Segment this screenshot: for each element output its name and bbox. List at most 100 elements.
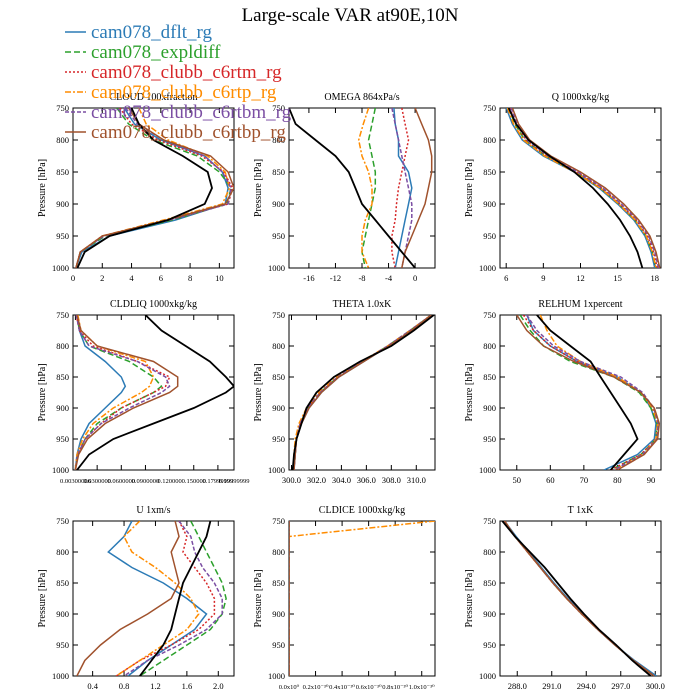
x-tick-label: 1.0x10⁻³⁰: [409, 684, 435, 691]
y-tick-label: 950: [56, 640, 69, 650]
y-tick-label: 850: [272, 372, 285, 382]
y-tick-label: 800: [56, 135, 69, 145]
legend-label: cam078_expldiff: [91, 42, 221, 63]
series-line-cam078_clubb_c6rtp_rg: [115, 521, 200, 676]
y-axis-label: Pressure [hPa]: [37, 363, 48, 421]
series-line-cam078_clubb_c6rtbp_rg: [75, 108, 234, 268]
x-tick-label: -12: [330, 273, 341, 283]
series-line-cam078_clubb_c6rtbm_rg: [74, 315, 171, 470]
series-line-cam078_expldiff: [361, 108, 377, 268]
y-tick-label: 1000: [52, 465, 69, 475]
y-tick-label: 1000: [268, 263, 285, 273]
x-tick-label: 0.00300006: [60, 478, 92, 485]
legend-item: cam078_expldiff: [65, 42, 221, 63]
legend-label: cam078_clubb_c6rtm_rg: [91, 62, 282, 83]
series-line-cam078_clubb_c6rtm_rg: [522, 315, 659, 470]
panel-title: CLOUD 100xfraction: [109, 92, 197, 103]
y-axis-label: Pressure [hPa]: [37, 569, 48, 627]
series-group: [505, 108, 661, 268]
x-tick-label: 70: [580, 475, 589, 485]
y-tick-label: 850: [56, 578, 69, 588]
y-tick-label: 800: [483, 135, 496, 145]
y-axis-label: Pressure [hPa]: [253, 363, 264, 421]
y-axis-label: Pressure [hPa]: [464, 363, 475, 421]
series-line-cam078_clubb_c6rtm_rg: [293, 315, 432, 470]
y-tick-label: 900: [56, 403, 69, 413]
panel-title: CLDLIQ 1000xkg/kg: [110, 299, 197, 310]
y-tick-label: 1000: [52, 263, 69, 273]
x-tick-label: 0.120000: [157, 478, 181, 485]
y-tick-label: 950: [56, 434, 69, 444]
panel-title: RELHUM 1xpercent: [538, 299, 622, 310]
y-tick-label: 750: [272, 103, 285, 113]
panel-title: U 1xm/s: [136, 505, 170, 516]
x-tick-label: 304.0: [332, 475, 351, 485]
series-line-cam078_expldiff: [508, 108, 657, 268]
panel-4: CLDLIQ 1000xkg/kg 750 800 850 900 950 1000 Pres…: [37, 299, 249, 485]
series-group: [291, 315, 435, 470]
series-line-cam078_dflt_rg: [293, 315, 432, 470]
x-tick-label: 6: [159, 273, 163, 283]
x-tick-label: 310.0: [407, 475, 426, 485]
x-tick-label: 0: [413, 273, 417, 283]
y-tick-label: 1000: [479, 671, 496, 681]
series-group: [289, 108, 433, 268]
series-line-cam078_clubb_c6rtbp_rg: [401, 108, 433, 268]
series-group: [289, 521, 435, 676]
series-line-obs: [501, 521, 652, 676]
series-group: [74, 315, 234, 470]
y-tick-label: 750: [56, 310, 69, 320]
y-tick-label: 1000: [479, 263, 496, 273]
series-line-cam078_clubb_c6rtbp_rg: [76, 521, 180, 676]
legend-item: cam078_clubb_c6rtp_rg: [65, 82, 277, 103]
series-line-cam078_clubb_c6rtbm_rg: [503, 521, 655, 676]
y-tick-label: 1000: [479, 465, 496, 475]
series-line-obs: [291, 315, 435, 470]
x-tick-label: 0.2x10⁻³⁰: [303, 684, 329, 691]
y-tick-label: 750: [56, 516, 69, 526]
series-group: [501, 521, 657, 676]
legend: cam078_dflt_rgcam078_expldiffcam078_club…: [65, 22, 292, 143]
plot-frame: [288, 520, 436, 677]
x-tick-label: 0.0900000: [132, 478, 160, 485]
x-tick-label: -16: [303, 273, 314, 283]
panel-8: CLDICE 1000xkg/kg 750 800 850 900 950 1000 Pres…: [253, 505, 436, 691]
panel-5: THETA 1.0xK 750 800 850 900 950 1000 Pressure […: [253, 299, 436, 485]
panel-title: OMEGA 864xPa/s: [324, 92, 399, 103]
series-line-cam078_clubb_c6rtbm_rg: [123, 521, 223, 676]
plot-frame: [72, 314, 235, 471]
panel-title: Q 1000xkg/kg: [552, 92, 610, 103]
x-tick-label: 0.0x10⁰: [279, 684, 300, 691]
series-line-cam078_clubb_c6rtp_rg: [503, 521, 655, 676]
y-tick-label: 900: [483, 609, 496, 619]
y-tick-label: 950: [483, 434, 496, 444]
series-line-cam078_dflt_rg: [107, 521, 208, 676]
legend-label: cam078_clubb_c6rtbm_rg: [91, 102, 292, 123]
y-tick-label: 850: [483, 372, 496, 382]
series-line-cam078_clubb_c6rtbm_rg: [391, 108, 413, 268]
x-tick-label: 0.150000: [182, 478, 206, 485]
y-axis-label: Pressure [hPa]: [253, 159, 264, 217]
x-tick-label: 6: [504, 273, 508, 283]
series-line-cam078_expldiff: [293, 315, 432, 470]
y-tick-label: 950: [483, 231, 496, 241]
x-tick-label: 308.0: [382, 475, 401, 485]
x-tick-label: 9: [541, 273, 545, 283]
panels: CLOUD 100xfraction 750 800 850 900 950 1000 Pre…: [37, 92, 665, 691]
series-line-cam078_clubb_c6rtm_rg: [509, 108, 659, 268]
plot-frame: [288, 314, 436, 471]
y-tick-label: 1000: [268, 465, 285, 475]
legend-label: cam078_clubb_c6rtbp_rg: [91, 122, 286, 143]
series-line-cam078_clubb_c6rtm_rg: [391, 108, 410, 268]
panel-6: RELHUM 1xpercent 750 800 850 900 950 1000 Press…: [464, 299, 662, 485]
y-tick-label: 750: [272, 516, 285, 526]
series-line-obs: [76, 108, 213, 268]
panel-1: CLOUD 100xfraction 750 800 850 900 950 1000 Pre…: [37, 92, 235, 283]
x-tick-label: 2: [100, 273, 104, 283]
y-tick-label: 750: [56, 103, 69, 113]
series-line-cam078_clubb_c6rtbp_rg: [74, 315, 179, 470]
panel-title: THETA 1.0xK: [333, 299, 392, 310]
y-tick-label: 800: [272, 547, 285, 557]
y-tick-label: 850: [483, 167, 496, 177]
